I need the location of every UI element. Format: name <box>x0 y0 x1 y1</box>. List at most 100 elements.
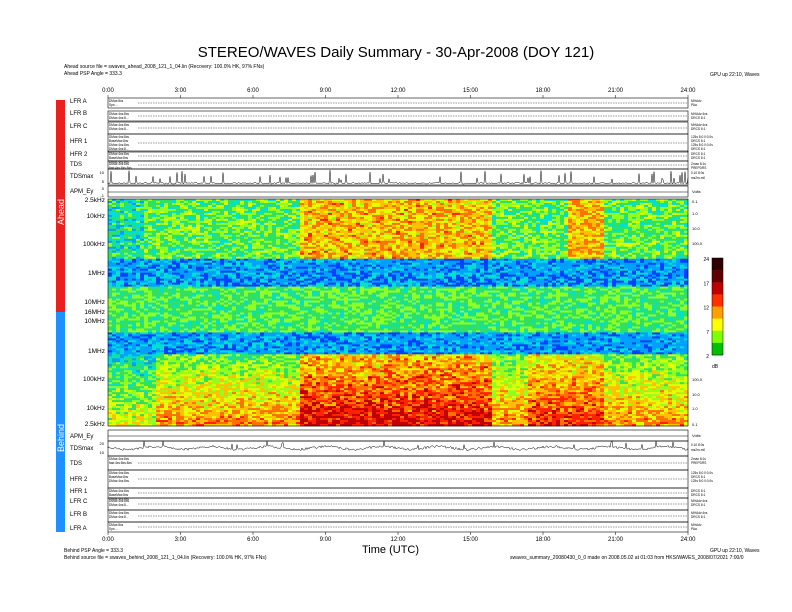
heatmap-cell <box>252 244 257 248</box>
heatmap-cell <box>172 242 177 246</box>
heatmap-cell <box>272 258 277 262</box>
heatmap-cell <box>508 230 513 234</box>
heatmap-cell <box>112 228 117 232</box>
heatmap-cell <box>252 252 257 256</box>
heatmap-cell <box>300 234 305 238</box>
heatmap-cell <box>524 256 529 260</box>
heatmap-cell <box>408 246 413 250</box>
heatmap-cell <box>352 212 357 216</box>
heatmap-cell <box>656 252 661 256</box>
heatmap-cell <box>312 248 317 252</box>
heatmap-cell <box>600 202 605 206</box>
heatmap-cell <box>160 230 165 234</box>
heatmap-cell <box>352 232 357 236</box>
heatmap-cell <box>464 252 469 256</box>
heatmap-cell <box>328 264 333 267</box>
heatmap-cell <box>132 214 137 218</box>
heatmap-cell <box>604 252 609 256</box>
heatmap-cell <box>220 244 225 248</box>
heatmap-cell <box>148 248 153 252</box>
heatmap-cell <box>268 248 273 252</box>
heatmap-cell <box>524 208 529 212</box>
heatmap-cell <box>192 204 197 208</box>
heatmap-cell <box>228 246 233 250</box>
heatmap-cell <box>328 208 333 212</box>
heatmap-cell <box>432 250 437 254</box>
heatmap-cell <box>192 250 197 254</box>
heatmap-cell <box>200 260 205 264</box>
heatmap-cell <box>448 236 453 240</box>
heatmap-cell <box>328 214 333 218</box>
heatmap-cell <box>500 234 505 238</box>
heatmap-cell <box>588 210 593 214</box>
heatmap-cell <box>676 234 681 238</box>
heatmap-cell <box>364 262 369 266</box>
heatmap-cell <box>200 230 205 234</box>
heatmap-cell <box>128 254 133 258</box>
heatmap-cell <box>272 254 277 258</box>
heatmap-cell <box>532 214 537 218</box>
heatmap-cell <box>216 250 221 254</box>
heatmap-cell <box>428 260 433 264</box>
heatmap-cell <box>564 264 569 267</box>
heatmap-cell <box>480 264 485 267</box>
heatmap-cell <box>112 214 117 218</box>
heatmap-cell <box>136 236 141 240</box>
heatmap-cell <box>236 244 241 248</box>
heatmap-cell <box>420 264 425 267</box>
heatmap-cell <box>460 208 465 212</box>
heatmap-cell <box>156 232 161 236</box>
heatmap-cell <box>124 232 129 236</box>
heatmap-cell <box>664 220 669 224</box>
heatmap-cell <box>216 232 221 236</box>
heatmap-cell <box>460 262 465 266</box>
heatmap-cell <box>616 212 621 216</box>
heatmap-cell <box>392 262 397 266</box>
heatmap-cell <box>232 262 237 266</box>
heatmap-cell <box>328 230 333 234</box>
heatmap-cell <box>348 208 353 212</box>
heatmap-cell <box>628 254 633 258</box>
heatmap-cell <box>652 226 657 230</box>
heatmap-cell <box>668 214 673 218</box>
heatmap-cell <box>300 202 305 206</box>
heatmap-cell <box>616 206 621 210</box>
heatmap-cell <box>340 218 345 222</box>
heatmap-cell <box>548 246 553 250</box>
heatmap-cell <box>236 254 241 258</box>
heatmap-cell <box>448 199 453 202</box>
heatmap-cell <box>628 224 633 228</box>
heatmap-cell <box>268 254 273 258</box>
heatmap-cell <box>440 199 445 202</box>
heatmap-cell <box>660 204 665 208</box>
heatmap-cell <box>396 200 401 204</box>
heatmap-cell <box>280 232 285 236</box>
heatmap-cell <box>328 252 333 256</box>
heatmap-cell <box>456 224 461 228</box>
heatmap-cell <box>204 236 209 240</box>
heatmap-cell <box>360 242 365 246</box>
heatmap-cell <box>560 204 565 208</box>
heatmap-cell <box>144 216 149 220</box>
heatmap-cell <box>432 234 437 238</box>
heatmap-cell <box>432 216 437 220</box>
heatmap-cell <box>364 199 369 202</box>
heatmap-cell <box>544 262 549 266</box>
heatmap-cell <box>476 218 481 222</box>
heatmap-cell <box>268 258 273 262</box>
heatmap-cell <box>172 224 177 228</box>
heatmap-cell <box>620 244 625 248</box>
heatmap-cell <box>632 208 637 212</box>
heatmap-cell <box>292 204 297 208</box>
heatmap-cell <box>404 254 409 258</box>
heatmap-cell <box>584 264 589 267</box>
heatmap-cell <box>644 226 649 230</box>
heatmap-cell <box>240 244 245 248</box>
heatmap-cell <box>536 236 541 240</box>
heatmap-cell <box>244 256 249 260</box>
heatmap-cell <box>140 199 145 202</box>
heatmap-cell <box>632 216 637 220</box>
heatmap-cell <box>368 212 373 216</box>
heatmap-cell <box>464 228 469 232</box>
heatmap-cell <box>296 210 301 214</box>
